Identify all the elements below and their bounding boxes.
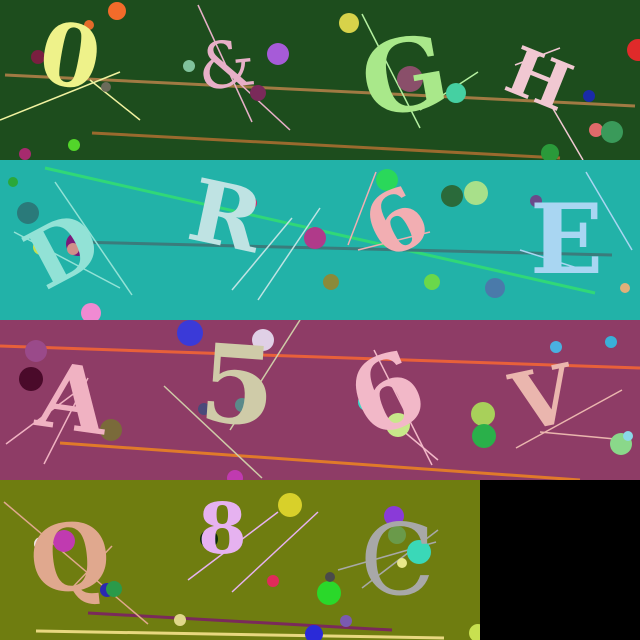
row-3-noise — [0, 320, 640, 480]
captcha-glyph-ampersand: & — [194, 26, 259, 106]
captcha-row-4: Q 8 C — [0, 480, 480, 640]
captcha-row-1: 0 & G H — [0, 0, 640, 160]
captcha-glyph-e: E — [530, 183, 604, 296]
captcha-glyph-5: 5 — [195, 320, 280, 452]
empty-cell — [480, 480, 640, 640]
row-1-noise — [0, 2, 640, 160]
captcha-glyph-q: Q — [24, 500, 116, 616]
captcha-glyph-c: C — [360, 504, 435, 618]
captcha-glyph-g: G — [352, 10, 458, 142]
captcha-row-2: D R 6 E — [0, 160, 640, 320]
captcha-glyph-a: A — [30, 341, 115, 457]
captcha-row-3: A 5 6 V — [0, 320, 640, 480]
row-2-noise — [8, 166, 633, 320]
row-4-noise — [3, 493, 480, 640]
captcha-glyph-8: 8 — [198, 487, 247, 570]
